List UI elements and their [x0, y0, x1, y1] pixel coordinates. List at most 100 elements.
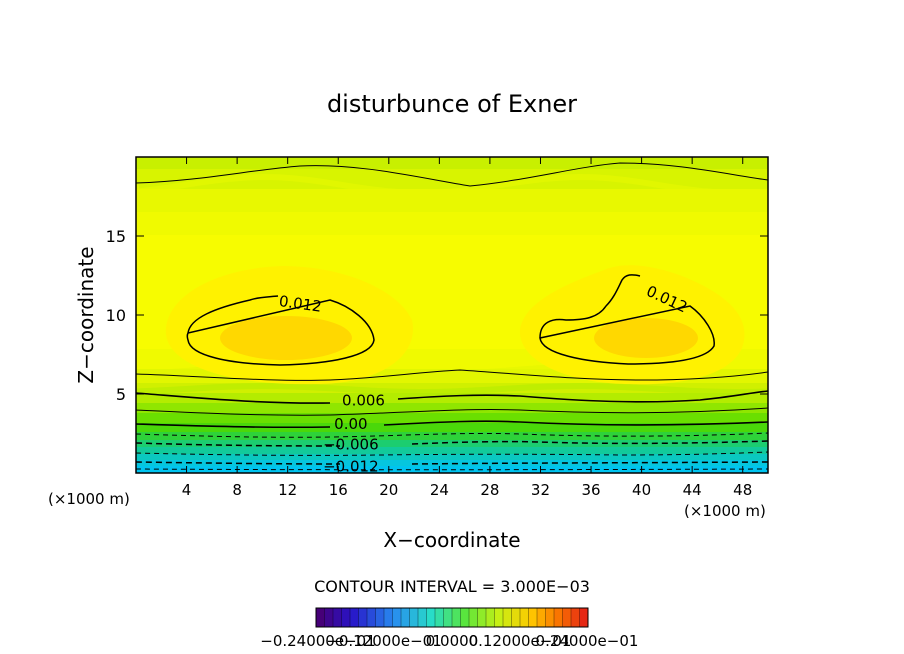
colorbar-label-neg: −0.12000e−01	[326, 632, 441, 650]
contour-0.006	[136, 390, 768, 404]
colorbar-label-zero: 0.0000	[426, 632, 479, 650]
colorbar-label-pos: 0.12000e−01	[469, 632, 572, 650]
x-tick-label: 40	[632, 481, 651, 499]
color-band	[136, 440, 768, 447]
chart-title: disturbunce of Exner	[327, 90, 577, 118]
colorbar-label-max: 0.24000e−01	[536, 632, 639, 650]
colorbar-swatch	[324, 608, 334, 627]
contour-neg-0.003	[136, 432, 768, 438]
colorbar-swatch	[494, 608, 504, 627]
colorbar-swatch	[409, 608, 419, 627]
x-tick-label: 8	[232, 481, 242, 499]
contour-label: 0.006	[342, 391, 385, 409]
colorbar-swatch	[545, 608, 555, 627]
color-band	[136, 454, 768, 460]
x-tick-label: 20	[379, 481, 398, 499]
colorbar-swatch	[316, 608, 325, 627]
colorbar-swatch	[358, 608, 368, 627]
contour-label: 0.00	[334, 415, 367, 433]
x-tick-label: 12	[278, 481, 297, 499]
colorbar-ticks	[315, 608, 589, 627]
colorbar-swatch	[384, 608, 393, 627]
color-band	[136, 169, 768, 189]
contour-0.003	[136, 407, 768, 416]
x-axis-ticks: 4 8 12 16 20 24 28 32 36 40 44 48	[182, 157, 752, 499]
band-edge	[136, 173, 768, 197]
colorbar-swatch	[511, 608, 521, 627]
x-tick-label: 16	[329, 481, 348, 499]
color-band	[136, 413, 768, 423]
colorbar-swatch	[418, 608, 427, 627]
x-unit-label-left: (×1000 m)	[48, 490, 130, 508]
colorbar-swatch	[452, 608, 461, 627]
colorbar-swatch	[503, 608, 512, 627]
colorbar-swatch	[571, 608, 580, 627]
color-band	[136, 393, 768, 403]
y-axis-label: Z−coordinate	[74, 246, 98, 383]
contour-0.012-left	[186, 295, 375, 366]
color-band	[136, 403, 768, 413]
colorbar-swatch	[469, 608, 478, 627]
color-band	[136, 189, 768, 212]
x-tick-label: 24	[430, 481, 449, 499]
color-band	[136, 383, 768, 393]
contour-0.012-right	[539, 274, 715, 365]
band-edge	[136, 382, 768, 396]
contour-neg-0.012	[136, 461, 768, 465]
colorbar-swatch	[375, 608, 385, 627]
colorbar-swatch	[486, 608, 495, 627]
colorbar-swatch	[367, 608, 376, 627]
colorbar-swatch	[341, 608, 351, 627]
colorbar-swatch	[333, 608, 342, 627]
contour-label: −0.012	[323, 458, 379, 476]
x-tick-label: 44	[683, 481, 702, 499]
color-band	[136, 212, 768, 235]
maximum-core-right	[594, 318, 698, 358]
colorbar-swatch	[528, 608, 538, 627]
y-tick-label: 15	[106, 227, 126, 246]
x-unit-label-right: (×1000 m)	[684, 502, 766, 520]
colorbar-swatch	[562, 608, 572, 627]
x-tick-label: 28	[480, 481, 499, 499]
color-band	[136, 157, 768, 169]
colorbar-swatch	[520, 608, 529, 627]
colorbar-swatch	[460, 608, 470, 627]
contour-interval-text: CONTOUR INTERVAL = 3.000E−03	[314, 577, 590, 596]
colorbar-swatch	[401, 608, 410, 627]
colorbar-swatch	[554, 608, 563, 627]
colorbar-swatch	[477, 608, 487, 627]
colorbar-swatch	[443, 608, 453, 627]
maxima-regions	[165, 265, 745, 385]
color-band	[136, 447, 768, 454]
maximum-core-left	[220, 316, 352, 360]
y-tick-label: 5	[116, 385, 126, 404]
x-tick-label: 32	[531, 481, 550, 499]
y-axis-ticks: 5 10 15	[106, 227, 768, 404]
x-tick-label: 48	[733, 481, 752, 499]
colorbar-swatch	[537, 608, 546, 627]
colorbar-swatch	[579, 608, 589, 627]
colorbar-swatch	[350, 608, 359, 627]
x-tick-label: 36	[581, 481, 600, 499]
x-tick-label: 4	[182, 481, 192, 499]
colorbar-swatch	[426, 608, 436, 627]
y-tick-label: 10	[106, 306, 126, 325]
contour-lines	[136, 162, 768, 471]
contour-neg-0.006	[136, 440, 768, 447]
colorbar-swatch	[392, 608, 402, 627]
colorbar-label-min: −0.24000e−01	[260, 632, 375, 650]
contour-top	[136, 162, 768, 187]
x-axis-label: X−coordinate	[383, 528, 520, 552]
color-band	[136, 432, 768, 440]
colorbar-swatch	[435, 608, 444, 627]
color-band	[136, 423, 768, 432]
colorbar	[316, 608, 589, 627]
contour-label: 0.012	[278, 292, 323, 316]
contour-label: −0.006	[323, 436, 379, 454]
contour-0.00	[136, 420, 768, 429]
contour-mid-0.009	[136, 369, 768, 381]
contour-neg-0.015	[136, 468, 768, 471]
